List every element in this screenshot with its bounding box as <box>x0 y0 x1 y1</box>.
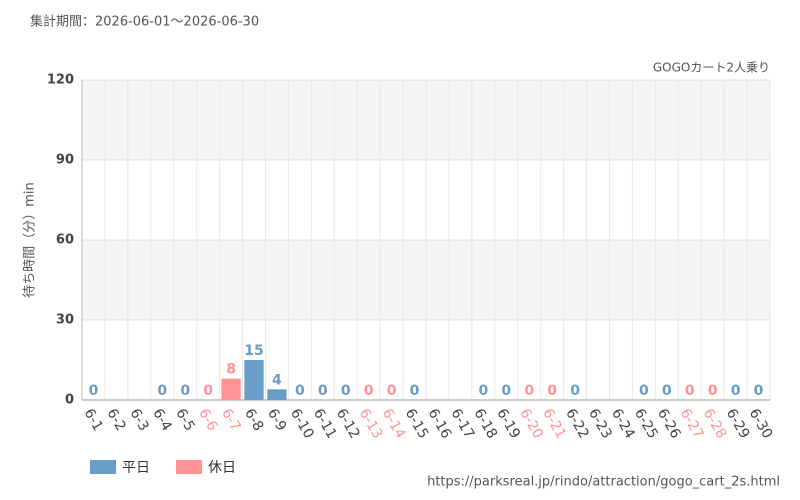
y-tick-label: 90 <box>56 153 74 168</box>
x-tick-label: 6-4 <box>149 406 174 434</box>
x-tick-label: 6-21 <box>539 406 569 442</box>
bar <box>221 378 241 400</box>
value-label: 0 <box>547 383 557 399</box>
value-label: 0 <box>731 383 741 399</box>
y-axis-label: 待ち時間（分）min <box>23 182 38 298</box>
x-tick-label: 6-15 <box>402 406 432 442</box>
value-label: 4 <box>272 372 282 388</box>
legend-swatch <box>90 460 116 474</box>
x-tick-label: 6-29 <box>723 406 753 442</box>
x-tick-label: 6-30 <box>746 406 776 442</box>
x-tick-label: 6-1 <box>81 406 106 434</box>
value-label: 0 <box>754 383 764 399</box>
value-label: 0 <box>478 383 488 399</box>
header: 集計期間：2026-06-01～2026-06-30 <box>30 14 259 30</box>
value-label: 0 <box>387 383 397 399</box>
value-label: 0 <box>318 383 328 399</box>
x-tick-label: 6-11 <box>310 406 340 442</box>
x-tick-label: 6-2 <box>103 406 128 434</box>
value-label: 0 <box>180 383 190 399</box>
x-tick-label: 6-3 <box>126 406 151 434</box>
value-label: 0 <box>341 383 351 399</box>
value-label: 0 <box>662 383 672 399</box>
x-tick-label: 6-5 <box>172 406 197 434</box>
x-tick-label: 6-24 <box>608 406 638 442</box>
y-tick-label: 120 <box>47 73 74 88</box>
legend-swatch <box>176 460 202 474</box>
y-tick-label: 30 <box>56 313 74 328</box>
y-tick-label: 60 <box>56 233 74 248</box>
x-tick-label: 6-9 <box>264 406 289 434</box>
value-label: 0 <box>524 383 534 399</box>
value-label: 0 <box>89 383 99 399</box>
x-tick-label: 6-14 <box>379 406 409 442</box>
x-tick-label: 6-26 <box>654 406 684 442</box>
x-tick-label: 6-23 <box>585 406 615 442</box>
value-label: 0 <box>685 383 695 399</box>
value-label: 0 <box>708 383 718 399</box>
x-tick-label: 6-28 <box>700 406 730 442</box>
bar <box>244 360 264 400</box>
y-tick-label: 0 <box>65 393 74 408</box>
x-tick-label: 6-22 <box>562 406 592 442</box>
value-label: 0 <box>570 383 580 399</box>
bar <box>267 389 287 400</box>
x-tick-label: 6-8 <box>241 406 266 434</box>
value-label: 0 <box>410 383 420 399</box>
value-label: 8 <box>226 362 236 378</box>
legend-label: 休日 <box>208 460 236 476</box>
value-label: 0 <box>295 383 305 399</box>
value-label: 0 <box>203 383 213 399</box>
x-tick-label: 6-7 <box>218 406 243 434</box>
value-label: 0 <box>364 383 374 399</box>
x-tick-label: 6-25 <box>631 406 661 442</box>
chart-title: GOGOカート2人乗り <box>653 61 770 75</box>
x-tick-label: 6-18 <box>470 406 500 442</box>
value-label: 0 <box>639 383 649 399</box>
value-label: 0 <box>501 383 511 399</box>
x-tick-label: 6-27 <box>677 406 707 442</box>
x-tick-label: 6-12 <box>333 406 363 442</box>
source-url: https://parksreal.jp/rindo/attraction/go… <box>427 475 780 490</box>
legend-label: 平日 <box>122 460 150 476</box>
x-tick-label: 6-10 <box>287 406 317 442</box>
value-label: 0 <box>157 383 167 399</box>
x-tick-label: 6-6 <box>195 406 220 434</box>
x-tick-label: 6-20 <box>516 406 546 442</box>
value-label: 15 <box>244 343 263 359</box>
x-tick-label: 6-17 <box>447 406 477 442</box>
x-tick-label: 6-13 <box>356 406 386 442</box>
x-tick-label: 6-16 <box>425 406 455 442</box>
x-tick-label: 6-19 <box>493 406 523 442</box>
